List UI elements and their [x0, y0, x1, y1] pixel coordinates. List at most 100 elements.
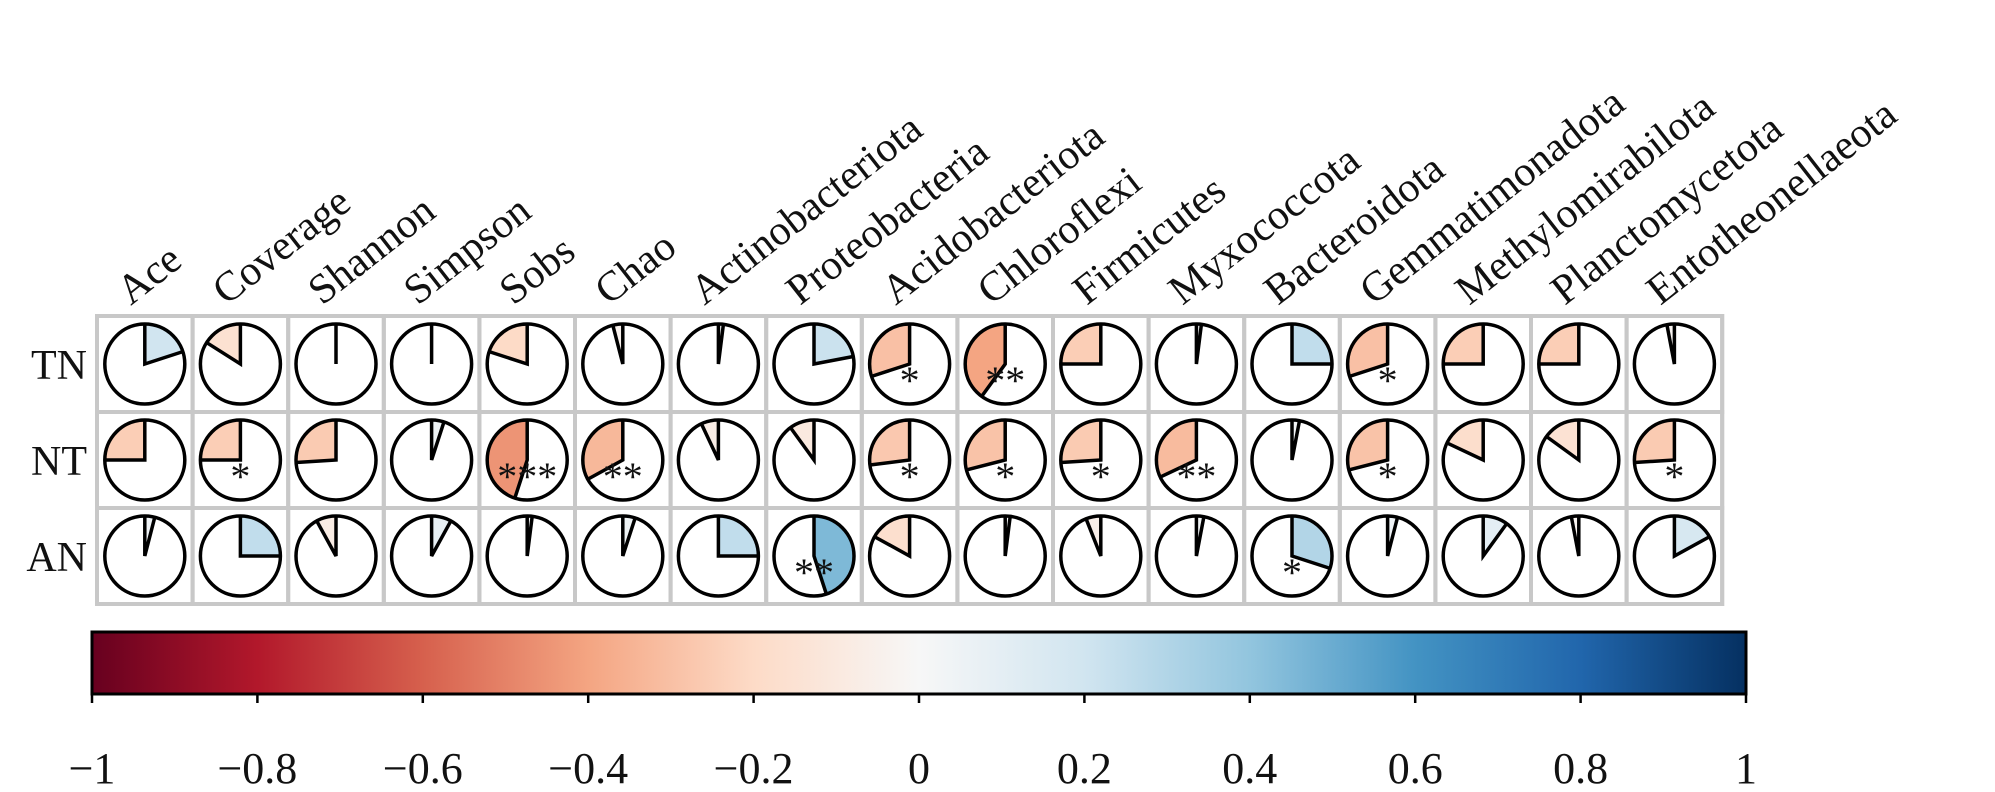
pie-radius-lines [1538, 324, 1581, 366]
colorbar-tick-label: −0.2 [714, 744, 794, 792]
pie-radius-lines [871, 324, 912, 379]
pie-wedge [487, 420, 528, 499]
significance-marker: * [900, 358, 920, 403]
row-label: NT [31, 439, 87, 485]
pie-radius-lines [812, 516, 829, 595]
row-labels: TN NT AN [26, 343, 87, 581]
pie-wedge [1634, 420, 1675, 463]
pie-wedge [965, 324, 1006, 397]
pie-radius-lines [1003, 516, 1012, 557]
pie-radius-lines [1349, 324, 1390, 379]
pie-wedge [1538, 324, 1579, 364]
colorbar-tick-label: 0 [908, 744, 930, 792]
pie-radius-lines [525, 516, 534, 557]
pie-radius-lines [586, 420, 625, 481]
pie-radius-lines [200, 420, 243, 462]
colorbar-ticks: −1 −0.8 −0.6 −0.4 −0.2 0 0.2 0.4 0.6 0.8 1 [69, 694, 1757, 792]
pie-radius-lines [238, 516, 281, 558]
pie-radius-lines [1290, 516, 1331, 571]
significance-marker: ** [1176, 454, 1216, 499]
pie-wedge [965, 420, 1006, 470]
pie-wedge [1447, 420, 1484, 460]
pie-radius-lines [1060, 324, 1103, 366]
pie-cell [381, 506, 482, 606]
significance-marker: *** [497, 454, 557, 499]
colorbar-tick-label: 0.6 [1388, 744, 1443, 792]
pie-wedge [1347, 420, 1388, 470]
pie-radius-lines [1348, 420, 1390, 472]
pie-wedge [1292, 516, 1332, 569]
pie-radius-lines [1545, 420, 1581, 464]
pie-wedge [240, 516, 281, 556]
pie-radius-lines [1194, 324, 1204, 365]
colorbar-tick-label: 0.2 [1057, 744, 1112, 792]
pie-radius-lines [1385, 516, 1400, 557]
significance-marker: * [1378, 454, 1398, 499]
pie-radius-lines [143, 516, 157, 557]
pie-cell [95, 506, 195, 606]
pie-radius-lines [716, 516, 759, 558]
pie-cell: ** [955, 314, 1056, 414]
pie-radius-lines [1634, 420, 1677, 465]
column-label: Chao [587, 223, 685, 314]
row-label: AN [26, 535, 87, 581]
colorbar-tick-label: −0.6 [383, 744, 463, 792]
pie-wedge [295, 420, 336, 463]
significance-marker: ** [603, 454, 643, 499]
pie-radius-lines [966, 420, 1007, 472]
pie-radius-lines [205, 324, 243, 368]
pie-radius-lines [1481, 516, 1509, 562]
pie-radius-lines [1446, 420, 1485, 463]
pie-wedge [1443, 324, 1484, 364]
pie-wedge [869, 420, 910, 466]
colorbar-gradient [90, 630, 1748, 696]
pie-radius-lines [716, 324, 726, 365]
pie-radius-lines [621, 516, 637, 557]
pie-cell: * [1624, 410, 1725, 510]
pie-wedge [104, 420, 145, 460]
pie-radius-lines [1084, 516, 1103, 557]
significance-marker: ** [985, 358, 1025, 403]
pie-cell [190, 506, 291, 606]
pie-radius-lines [488, 324, 529, 367]
pie-cell [859, 506, 960, 606]
pie-wedge [814, 324, 854, 364]
pie-radius-lines [143, 324, 184, 367]
significance-marker: * [1282, 550, 1302, 595]
significance-marker: * [1091, 454, 1111, 499]
pie-radius-lines [429, 516, 453, 557]
pie-radius-lines [869, 420, 912, 467]
pie-radius-lines [1569, 516, 1581, 557]
significance-marker: ** [794, 550, 834, 595]
pie-wedge [718, 516, 759, 556]
significance-marker: * [1664, 454, 1684, 499]
colorbar-tick-label: −1 [69, 744, 116, 792]
pie-cell: *** [477, 410, 577, 510]
pie-radius-lines [873, 516, 912, 559]
pie-radius-lines [1290, 420, 1302, 461]
significance-marker: * [995, 454, 1015, 499]
colorbar-tick-label: −0.8 [217, 744, 297, 792]
pie-radius-lines [812, 324, 854, 367]
pie-radius-lines [611, 324, 625, 365]
matrix-cells: * ** ** *** ** * * * ** * *** * [95, 314, 1725, 606]
pie-wedge [1292, 324, 1332, 364]
pie-radius-lines [1665, 324, 1677, 365]
significance-marker: * [1378, 358, 1398, 403]
pie-wedge [1060, 419, 1101, 463]
pie-cell: * [955, 410, 1056, 510]
pie-cell [1624, 506, 1725, 606]
pie-radius-lines [1672, 516, 1711, 559]
colorbar: −1 −0.8 −0.6 −0.4 −0.2 0 0.2 0.4 0.6 0.8 1 [69, 630, 1757, 792]
column-label: Ace [109, 236, 191, 314]
pie-radius-lines [699, 420, 721, 461]
pie-radius-lines [1194, 516, 1206, 557]
colorbar-tick-label: 0.4 [1222, 744, 1277, 792]
pie-cell: * [1242, 506, 1342, 606]
colorbar-tick-label: 1 [1735, 744, 1757, 792]
pie-wedge [869, 324, 910, 377]
significance-marker: * [900, 454, 920, 499]
pie-radius-lines [315, 516, 338, 557]
